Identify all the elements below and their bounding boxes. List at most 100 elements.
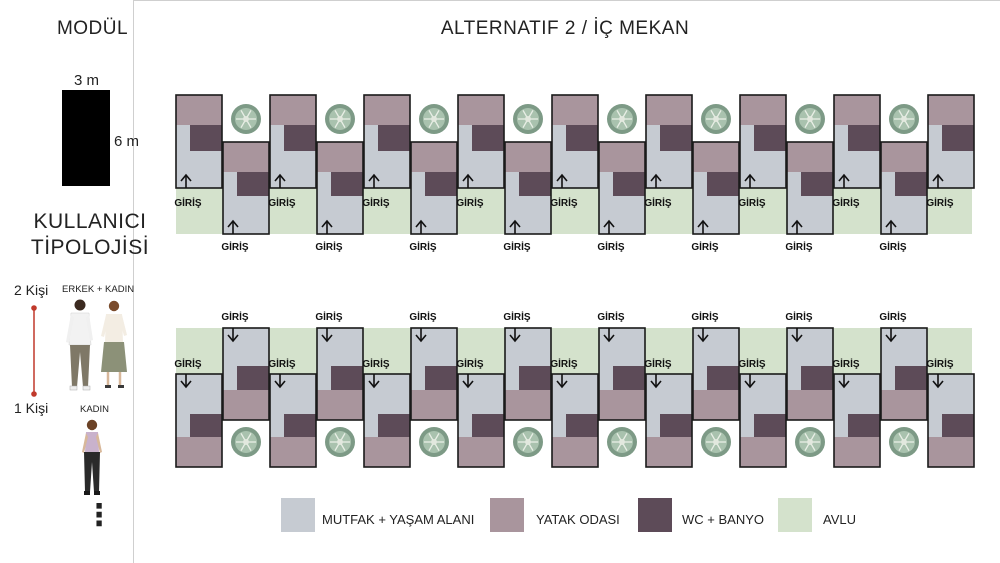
tree-row2-core xyxy=(807,439,813,445)
unit-row1-upper xyxy=(175,94,223,189)
arrow-row2-upper-head xyxy=(791,334,803,343)
wc-row1-upper xyxy=(566,125,598,151)
bedroom-row2-lower xyxy=(834,437,880,467)
bedroom-row2-upper xyxy=(317,390,363,420)
unit-row1-upper xyxy=(927,94,975,189)
wc-row2-upper xyxy=(331,366,363,390)
wc-row1-lower xyxy=(331,172,363,196)
legend-label-kitchen: MUTFAK + YAŞAM ALANI xyxy=(322,512,475,527)
wc-row2-lower xyxy=(378,414,410,437)
bedroom-row2-lower xyxy=(740,437,786,467)
bedroom-row2-lower xyxy=(270,437,316,467)
bedroom-row1-upper xyxy=(458,95,504,125)
unit-row1-lower xyxy=(504,141,552,235)
tree-row2-core xyxy=(431,439,437,445)
unit-row2-lower xyxy=(457,373,505,468)
wc-row2-upper xyxy=(519,366,551,390)
module-width-label: 3 m xyxy=(74,72,100,89)
arrow-row2-lower-head xyxy=(556,380,568,389)
bedroom-row2-upper xyxy=(881,390,927,420)
entrance-label-row2-lower: GİRİŞ xyxy=(174,357,202,370)
bedroom-row2-upper xyxy=(693,390,739,420)
bedroom-row1-upper xyxy=(364,95,410,125)
entrance-label-row1-upper: GİRİŞ xyxy=(644,196,672,209)
wc-row2-upper xyxy=(613,366,645,390)
divider-top xyxy=(133,0,1000,1)
legend-label-wc: WC + BANYO xyxy=(682,512,764,527)
wc-row2-upper xyxy=(895,366,927,390)
typology-title-line1: KULLANICI xyxy=(33,210,147,233)
unit-row1-upper xyxy=(457,94,505,189)
tree-row1-core xyxy=(525,116,531,122)
tree-row1-core xyxy=(807,116,813,122)
entrance-label-row2-upper: GİRİŞ xyxy=(785,310,813,323)
entrance-label-row2-lower: GİRİŞ xyxy=(644,357,672,370)
entrance-label-row2-lower: GİRİŞ xyxy=(832,357,860,370)
arrow-row2-lower-head xyxy=(932,380,944,389)
arrow-row2-upper-head xyxy=(603,334,615,343)
arrow-row2-lower-head xyxy=(462,380,474,389)
tree-row1-core xyxy=(431,116,437,122)
entrance-label-row1-upper: GİRİŞ xyxy=(550,196,578,209)
wc-row2-lower xyxy=(660,414,692,437)
unit-row2-upper xyxy=(222,327,270,421)
arrow-row1-upper-head xyxy=(556,173,568,182)
bedroom-row1-lower xyxy=(787,142,833,172)
arrow-row1-lower-head xyxy=(321,219,333,228)
bedroom-row1-upper xyxy=(646,95,692,125)
unit-row1-lower xyxy=(786,141,834,235)
couple-label: ERKEK + KADIN xyxy=(62,284,135,295)
entrance-label-row1-upper: GİRİŞ xyxy=(832,196,860,209)
entrance-label-row1-upper: GİRİŞ xyxy=(362,196,390,209)
bedroom-row1-lower xyxy=(881,142,927,172)
entrance-label-row2-upper: GİRİŞ xyxy=(503,310,531,323)
wc-row1-lower xyxy=(519,172,551,196)
arrow-row1-upper-head xyxy=(744,173,756,182)
unit-row1-upper xyxy=(739,94,787,189)
bedroom-row2-lower xyxy=(364,437,410,467)
legend-swatch-kitchen xyxy=(281,498,315,532)
bedroom-row1-upper xyxy=(740,95,786,125)
entrance-label-row1-upper: GİRİŞ xyxy=(174,196,202,209)
entrance-label-row2-upper: GİRİŞ xyxy=(409,310,437,323)
arrow-row1-upper-head xyxy=(462,173,474,182)
wc-row1-lower xyxy=(613,172,645,196)
arrow-row2-upper-head xyxy=(885,334,897,343)
entrance-label-row1-lower: GİRİŞ xyxy=(597,240,625,253)
unit-row2-lower xyxy=(551,373,599,468)
entrance-label-row2-upper: GİRİŞ xyxy=(597,310,625,323)
unit-row2-lower xyxy=(833,373,881,468)
unit-row1-upper xyxy=(551,94,599,189)
bedroom-row2-upper xyxy=(599,390,645,420)
unit-row2-upper xyxy=(786,327,834,421)
arrow-row1-upper-head xyxy=(368,173,380,182)
bedroom-row2-upper xyxy=(505,390,551,420)
unit-row2-upper xyxy=(692,327,740,421)
tree-row1-core xyxy=(243,116,249,122)
arrow-row2-upper-head xyxy=(509,334,521,343)
man-figure xyxy=(66,299,93,391)
unit-row2-upper xyxy=(598,327,646,421)
unit-row1-lower xyxy=(880,141,928,235)
bedroom-row1-upper xyxy=(270,95,316,125)
tree-row2-core xyxy=(243,439,249,445)
entrance-label-row2-lower: GİRİŞ xyxy=(550,357,578,370)
wc-row2-upper xyxy=(801,366,833,390)
wc-row1-lower xyxy=(237,172,269,196)
tree-row1-core xyxy=(901,116,907,122)
wc-row2-lower xyxy=(942,414,974,437)
tree-row2-core xyxy=(713,439,719,445)
woman-label: KADIN xyxy=(80,404,110,415)
courtyard-band-row1 xyxy=(176,188,972,234)
entrance-label-row2-lower: GİRİŞ xyxy=(362,357,390,370)
tree-row1-core xyxy=(619,116,625,122)
bedroom-row2-upper xyxy=(787,390,833,420)
unit-row1-upper xyxy=(269,94,317,189)
bedroom-row1-upper xyxy=(928,95,974,125)
entrance-label-row1-upper: GİRİŞ xyxy=(926,196,954,209)
unit-row2-lower xyxy=(927,373,975,468)
arrow-row1-lower-head xyxy=(603,219,615,228)
entrance-label-row2-upper: GİRİŞ xyxy=(221,310,249,323)
wc-row1-upper xyxy=(660,125,692,151)
bedroom-row1-lower xyxy=(693,142,739,172)
